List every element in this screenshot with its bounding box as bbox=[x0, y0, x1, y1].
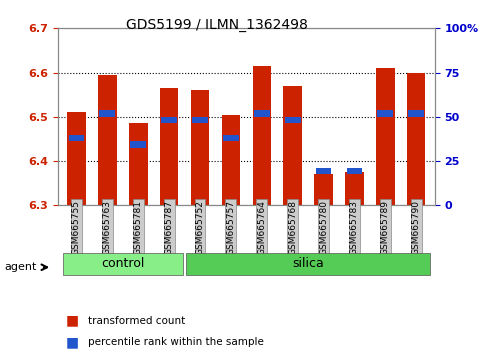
Text: GDS5199 / ILMN_1362498: GDS5199 / ILMN_1362498 bbox=[127, 18, 308, 32]
Bar bbox=[98, 75, 116, 205]
Bar bbox=[67, 113, 86, 205]
Text: GSM665781: GSM665781 bbox=[134, 200, 143, 255]
Text: GSM665768: GSM665768 bbox=[288, 200, 297, 255]
Bar bbox=[314, 175, 333, 205]
Text: GSM665763: GSM665763 bbox=[103, 200, 112, 255]
Text: percentile rank within the sample: percentile rank within the sample bbox=[88, 337, 264, 347]
Bar bbox=[130, 141, 146, 148]
Text: ■: ■ bbox=[66, 335, 79, 349]
Text: ■: ■ bbox=[66, 314, 79, 328]
Bar bbox=[285, 117, 300, 124]
Bar bbox=[223, 135, 239, 141]
Bar bbox=[316, 168, 331, 175]
Text: silica: silica bbox=[292, 257, 324, 270]
Bar bbox=[407, 73, 426, 205]
Text: GSM665755: GSM665755 bbox=[72, 200, 81, 255]
Bar bbox=[254, 110, 270, 117]
Text: GSM665783: GSM665783 bbox=[350, 200, 359, 255]
Bar bbox=[192, 117, 208, 124]
Bar bbox=[346, 168, 362, 175]
Bar bbox=[253, 66, 271, 205]
Bar bbox=[161, 117, 177, 124]
Text: GSM665789: GSM665789 bbox=[381, 200, 390, 255]
Bar bbox=[408, 110, 424, 117]
Bar bbox=[345, 172, 364, 205]
Text: GSM665764: GSM665764 bbox=[257, 200, 266, 255]
Bar bbox=[284, 86, 302, 205]
Bar bbox=[63, 253, 183, 275]
Text: control: control bbox=[101, 257, 144, 270]
Bar bbox=[222, 115, 240, 205]
Bar bbox=[69, 135, 85, 141]
Bar bbox=[160, 88, 178, 205]
Text: agent: agent bbox=[5, 262, 37, 272]
Bar bbox=[129, 124, 147, 205]
Bar bbox=[99, 110, 115, 117]
Text: GSM665790: GSM665790 bbox=[412, 200, 421, 255]
Text: GSM665780: GSM665780 bbox=[319, 200, 328, 255]
Bar bbox=[376, 68, 395, 205]
Bar bbox=[191, 90, 209, 205]
Text: transformed count: transformed count bbox=[88, 316, 185, 326]
Bar bbox=[186, 253, 430, 275]
Bar bbox=[377, 110, 393, 117]
Text: GSM665787: GSM665787 bbox=[165, 200, 173, 255]
Text: GSM665757: GSM665757 bbox=[227, 200, 235, 255]
Text: GSM665752: GSM665752 bbox=[196, 200, 204, 255]
